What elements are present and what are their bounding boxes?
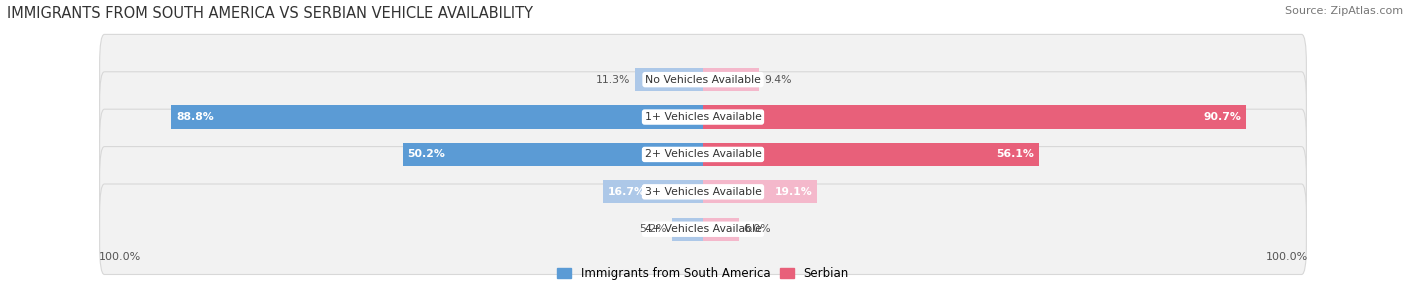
- FancyBboxPatch shape: [100, 184, 1306, 275]
- Bar: [636, 68, 703, 91]
- Text: 100.0%: 100.0%: [98, 252, 141, 262]
- Text: 1+ Vehicles Available: 1+ Vehicles Available: [644, 112, 762, 122]
- Text: 11.3%: 11.3%: [596, 75, 630, 85]
- Bar: [172, 106, 703, 129]
- Text: 3+ Vehicles Available: 3+ Vehicles Available: [644, 187, 762, 197]
- FancyBboxPatch shape: [100, 147, 1306, 237]
- Text: Source: ZipAtlas.com: Source: ZipAtlas.com: [1285, 6, 1403, 16]
- Legend: Immigrants from South America, Serbian: Immigrants from South America, Serbian: [557, 267, 849, 280]
- Bar: [703, 180, 817, 203]
- Bar: [703, 106, 1246, 129]
- Bar: [402, 143, 703, 166]
- Bar: [703, 68, 759, 91]
- Text: 88.8%: 88.8%: [176, 112, 214, 122]
- Text: 100.0%: 100.0%: [1265, 252, 1308, 262]
- Text: 16.7%: 16.7%: [607, 187, 645, 197]
- Text: 50.2%: 50.2%: [408, 150, 446, 159]
- Text: 6.0%: 6.0%: [744, 224, 772, 234]
- FancyBboxPatch shape: [100, 34, 1306, 125]
- Bar: [603, 180, 703, 203]
- Text: No Vehicles Available: No Vehicles Available: [645, 75, 761, 85]
- Text: IMMIGRANTS FROM SOUTH AMERICA VS SERBIAN VEHICLE AVAILABILITY: IMMIGRANTS FROM SOUTH AMERICA VS SERBIAN…: [7, 6, 533, 21]
- Text: 4+ Vehicles Available: 4+ Vehicles Available: [644, 224, 762, 234]
- Bar: [703, 143, 1039, 166]
- Text: 19.1%: 19.1%: [775, 187, 813, 197]
- FancyBboxPatch shape: [100, 72, 1306, 162]
- Text: 90.7%: 90.7%: [1204, 112, 1241, 122]
- Text: 56.1%: 56.1%: [995, 150, 1033, 159]
- Bar: [672, 218, 703, 241]
- FancyBboxPatch shape: [100, 109, 1306, 200]
- Text: 5.2%: 5.2%: [640, 224, 666, 234]
- Text: 2+ Vehicles Available: 2+ Vehicles Available: [644, 150, 762, 159]
- Bar: [703, 218, 740, 241]
- Text: 9.4%: 9.4%: [763, 75, 792, 85]
